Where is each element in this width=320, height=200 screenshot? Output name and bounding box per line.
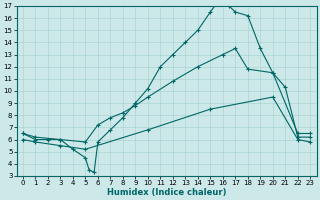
X-axis label: Humidex (Indice chaleur): Humidex (Indice chaleur) — [107, 188, 226, 197]
